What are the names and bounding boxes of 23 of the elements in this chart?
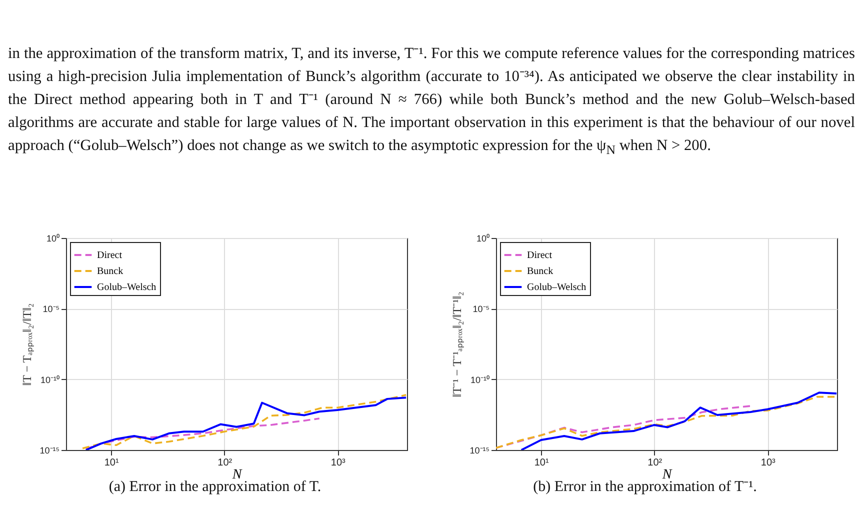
x-tick-label: 10¹ bbox=[534, 458, 550, 468]
legend-label: Direct bbox=[97, 250, 122, 261]
y-axis-title: ‖T⁻¹ − T⁻¹ₐₚₚᵣₒₓ‖₂/‖T⁻¹‖₂ bbox=[450, 292, 464, 398]
legend-label: Golub–Welsch bbox=[527, 282, 586, 293]
y-tick-label: 10⁻¹⁰ bbox=[470, 374, 490, 385]
y-tick-label: 10⁻⁵ bbox=[472, 304, 490, 314]
x-tick-label: 10¹ bbox=[104, 458, 120, 468]
y-tick-label: 10⁰ bbox=[476, 234, 490, 244]
legend-label: Bunck bbox=[97, 266, 124, 277]
legend-label: Golub–Welsch bbox=[97, 282, 156, 293]
y-axis-title: ‖T − Tₐₚₚᵣₒₓ‖₂/‖T‖₂ bbox=[20, 303, 34, 386]
x-tick-label: 10³ bbox=[330, 458, 346, 468]
legend-label: Bunck bbox=[527, 266, 554, 277]
x-tick-label: 10³ bbox=[760, 458, 776, 468]
y-tick-label: 10⁻¹⁵ bbox=[470, 446, 490, 456]
y-tick-label: 10⁻⁵ bbox=[42, 304, 60, 314]
x-tick-label: 10² bbox=[218, 458, 233, 468]
y-tick-label: 10⁰ bbox=[46, 234, 60, 244]
text: in the approximation of the transform matrix, T, and its inverse, T⁻¹. For this we compute reference values for the corresponding matrices using a high-precision Julia implementation of Bunck’s algorithm (accurate to 10⁻³⁴). As anticipated we observe the clear instability in the Direct method appearing both in T and T⁻¹ (around N ≈ 766) while both Bunck’s method and the new Golub–Welsch-based algorithms are accurate and stable for large values of N. The important observation in this experiment is that the behaviour of our novel approach (“Golub–Welsch”) does not change as we switch to the asymptotic expression for the ψ$_{N}$ when N > 200. bbox=[8, 44, 855, 160]
legend-label: Direct bbox=[527, 250, 552, 261]
y-tick-label: 10⁻¹⁰ bbox=[40, 374, 60, 385]
x-tick-label: 10² bbox=[648, 458, 663, 468]
y-tick-label: 10⁻¹⁵ bbox=[40, 446, 60, 456]
